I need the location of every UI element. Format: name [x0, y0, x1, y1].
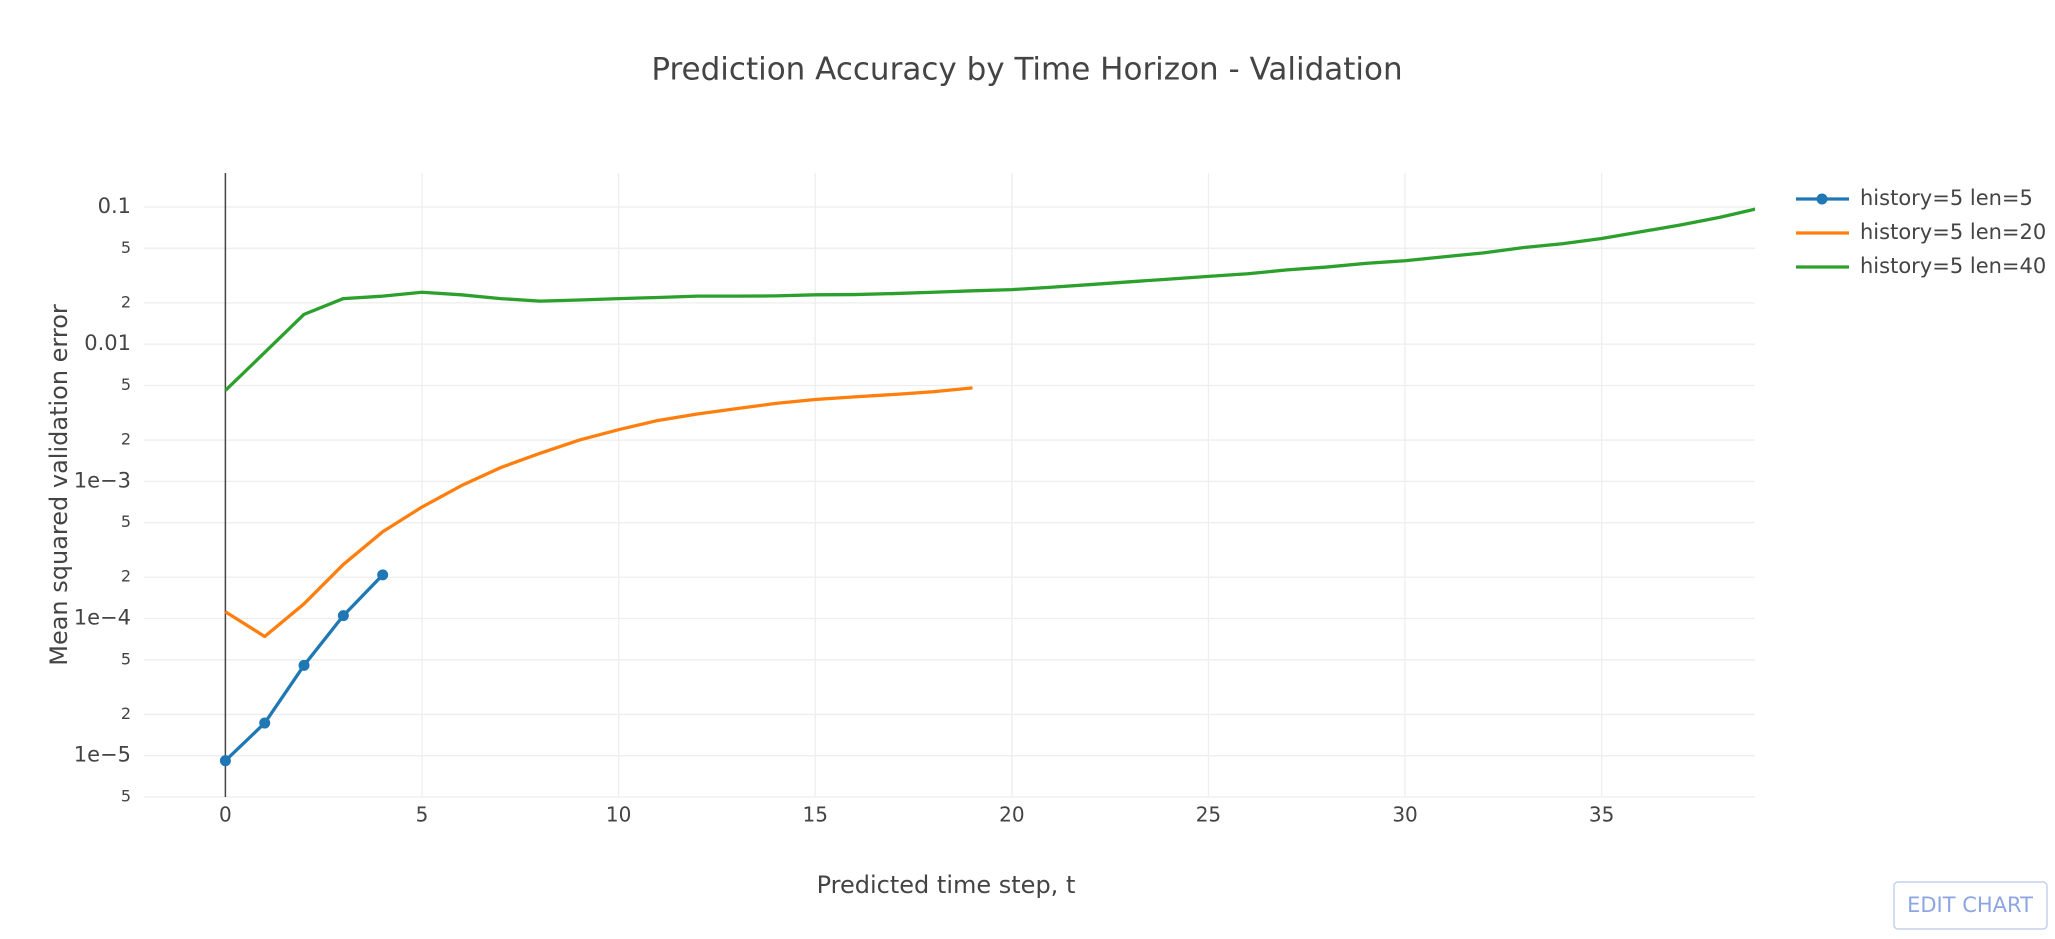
edit-chart-button[interactable]: EDIT CHART — [1893, 881, 2048, 930]
y-tick-label: 1e−3 — [74, 468, 131, 492]
y-tick-label: 2 — [121, 292, 131, 311]
data-point — [298, 659, 310, 671]
x-tick-label: 25 — [1196, 803, 1221, 827]
y-axis-title: Mean squared validation error — [45, 304, 73, 666]
y-tick-label: 1e−5 — [74, 743, 131, 767]
chart-title: Prediction Accuracy by Time Horizon - Va… — [651, 52, 1402, 88]
y-tick-label: 0.01 — [84, 331, 131, 355]
x-tick-label: 30 — [1392, 803, 1417, 827]
y-tick-label: 5 — [121, 238, 131, 257]
data-point — [377, 569, 389, 581]
y-tick-label: 5 — [121, 375, 131, 394]
x-tick-label: 35 — [1589, 803, 1614, 827]
x-tick-label: 15 — [802, 803, 827, 827]
y-tick-label: 2 — [121, 704, 131, 723]
y-tick-label: 5 — [121, 787, 131, 806]
series-line — [224, 386, 973, 639]
x-axis-title: Predicted time step, t — [817, 871, 1076, 899]
y-tick-label: 0.1 — [98, 194, 131, 218]
x-tick-label: 0 — [219, 803, 232, 827]
plot-area — [219, 207, 1755, 767]
legend-label: history=5 len=40 — [1860, 254, 2046, 278]
x-tick-label: 5 — [416, 803, 429, 827]
data-point — [337, 610, 349, 622]
y-tick-label: 5 — [121, 649, 131, 668]
data-point — [259, 717, 271, 729]
legend-marker — [1816, 193, 1828, 205]
y-tick-label: 5 — [121, 512, 131, 531]
y-tick-label: 2 — [121, 567, 131, 586]
x-tick-label: 20 — [999, 803, 1024, 827]
data-point — [219, 755, 231, 767]
legend-label: history=5 len=20 — [1860, 220, 2046, 244]
button-label[interactable]: EDIT CHART — [1907, 893, 2033, 917]
x-tick-label: 10 — [606, 803, 631, 827]
y-tick-label: 1e−4 — [74, 606, 131, 630]
y-tick-label: 2 — [121, 430, 131, 449]
button-frame[interactable] — [1893, 881, 2048, 930]
legend-label: history=5 len=5 — [1860, 186, 2033, 210]
series-line — [224, 207, 1755, 392]
